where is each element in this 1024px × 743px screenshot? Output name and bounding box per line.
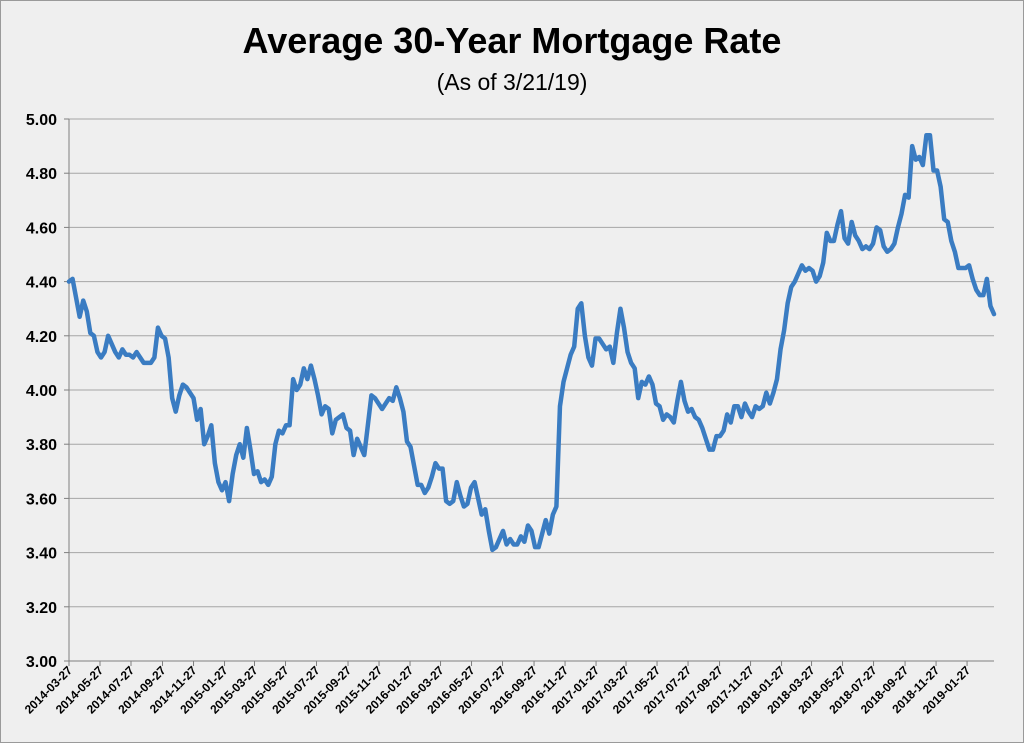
chart-title: Average 30-Year Mortgage Rate: [242, 20, 782, 61]
y-tick-label: 4.40: [26, 275, 57, 292]
axes: [64, 118, 994, 666]
y-tick-label: 3.80: [26, 437, 57, 454]
y-tick-label: 4.80: [26, 166, 57, 183]
y-tick-label: 4.60: [26, 220, 57, 237]
series-layer: [66, 133, 997, 553]
y-tick-label: 3.00: [26, 654, 57, 671]
series-line: [66, 133, 997, 553]
y-tick-label: 3.60: [26, 491, 57, 508]
gridlines: [69, 118, 994, 662]
y-tick-label: 3.40: [26, 546, 57, 563]
chart-subtitle: (As of 3/21/19): [436, 69, 588, 95]
y-tick-label: 4.20: [26, 329, 57, 346]
y-tick-label: 3.20: [26, 600, 57, 617]
x-axis-tick-labels: 2014-03-272014-05-272014-07-272014-09-27…: [22, 663, 974, 717]
y-tick-label: 5.00: [26, 112, 57, 129]
y-tick-label: 4.00: [26, 383, 57, 400]
y-axis-tick-labels: 3.00 3.20 3.40 3.60 3.80 4.00 4.20 4.40 4.60 4.80…: [26, 112, 57, 671]
